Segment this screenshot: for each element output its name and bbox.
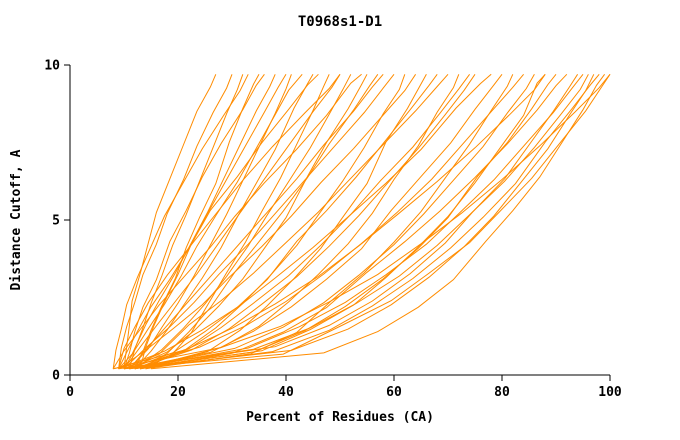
- model-curve: [129, 73, 384, 370]
- x-tick-label: 40: [278, 385, 294, 400]
- model-curve: [118, 73, 492, 370]
- model-curve: [134, 73, 546, 370]
- model-curve: [134, 74, 260, 370]
- y-tick-label: 5: [52, 214, 60, 229]
- model-curve: [118, 74, 276, 370]
- model-curve: [123, 74, 579, 370]
- model-curve: [129, 74, 438, 370]
- model-curve: [123, 74, 341, 370]
- model-curve: [128, 74, 244, 369]
- model-curve: [129, 73, 503, 370]
- model-curve: [123, 74, 217, 369]
- model-curve: [140, 74, 471, 370]
- model-curve: [134, 74, 352, 370]
- model-curve: [123, 74, 265, 369]
- x-tick-label: 60: [386, 385, 402, 400]
- model-curve: [113, 73, 611, 370]
- model-curve: [123, 73, 449, 370]
- model-curve: [118, 73, 319, 370]
- x-tick-label: 80: [494, 385, 510, 400]
- model-curve: [112, 73, 362, 370]
- tick-labels-group: 0 20 40 60 80 100 0 5 10: [44, 59, 622, 401]
- model-curve: [118, 74, 417, 370]
- model-curve: [134, 74, 314, 370]
- model-curve: [129, 74, 292, 370]
- model-curve: [123, 74, 611, 370]
- model-curve: [118, 73, 341, 369]
- model-curve: [112, 74, 249, 369]
- model-curve: [139, 74, 379, 370]
- tick-marks-group: [64, 64, 611, 381]
- model-curve: [118, 74, 589, 370]
- model-curve: [134, 73, 584, 370]
- x-axis-label: Percent of Residues (CA): [246, 410, 434, 425]
- x-tick-label: 100: [598, 385, 622, 400]
- y-tick-label: 10: [44, 59, 60, 74]
- model-curve: [123, 73, 303, 370]
- model-curve: [129, 74, 595, 370]
- model-curve: [140, 73, 600, 370]
- x-tick-label: 20: [170, 385, 186, 400]
- model-curve: [140, 73, 568, 370]
- model-curve: [129, 73, 557, 370]
- model-curve: [113, 74, 546, 370]
- model-curve: [123, 73, 395, 370]
- x-tick-label: 0: [66, 385, 74, 400]
- model-curve: [145, 74, 427, 370]
- y-tick-label: 0: [52, 369, 60, 384]
- chart-title: T0968s1-D1: [298, 14, 382, 30]
- y-axis-label: Distance Cutoff, A: [9, 149, 24, 290]
- model-curve: [123, 73, 524, 370]
- model-curve: [134, 74, 535, 370]
- model-curve: [140, 74, 460, 370]
- model-curve: [118, 74, 233, 369]
- model-curve: [150, 74, 606, 370]
- model-curve: [134, 74, 406, 370]
- axes-group: [69, 65, 610, 376]
- axis-lines: [69, 65, 610, 376]
- curves-group: [112, 73, 611, 370]
